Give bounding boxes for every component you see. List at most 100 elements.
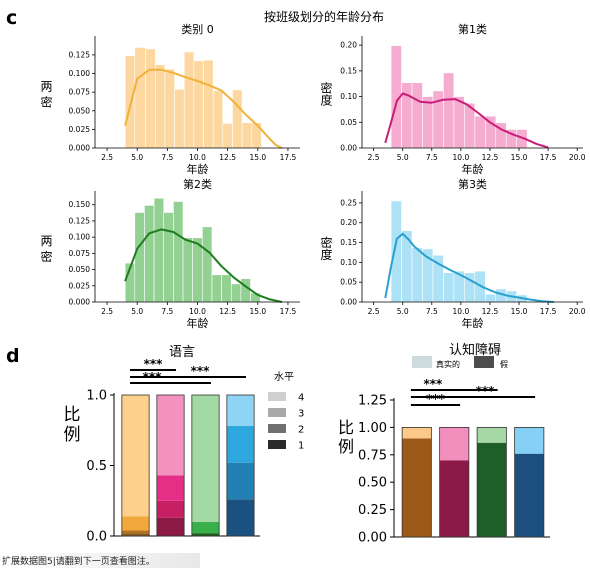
bar-segment [191,533,220,536]
x-tick-label: 12.5 [482,307,499,316]
y-tick-label: 0.05 [340,278,357,287]
hist-ylabel: 密度 [319,235,333,260]
bar-segment [156,475,185,501]
x-tick-label: 2.5 [101,307,113,316]
y-tick-label: 0.10 [340,92,357,101]
hist-bar [202,226,213,303]
hist-bar [192,237,203,303]
hist-bar [232,89,243,149]
x-tick-label: 17.5 [280,307,297,316]
x-tick-label: 5.0 [397,153,409,162]
hist-bar [174,88,185,149]
hist-bar [154,64,166,149]
x-tick-label: 5.0 [131,307,143,316]
legend-title: 水平 [274,371,294,383]
y-tick-label: 0.00 [340,298,357,307]
x-tick-label: 7.5 [426,307,438,316]
y-tick-label: 0.25 [340,198,357,207]
legend-label: 2 [298,425,304,436]
y-tick-label: 0.0 [86,530,107,545]
hist-bar [221,274,232,303]
bar-segment [156,517,185,536]
hist-bar [163,212,174,303]
x-tick-label: 12.5 [219,153,236,162]
y-tick-label: 0.050 [69,265,91,274]
y-tick-label: 1.00 [358,421,387,436]
hist-title: 类别 0 [181,22,214,36]
y-tick-label: 0.050 [69,106,91,115]
x-tick-label: 20.0 [569,153,586,162]
hist-bar [484,293,497,303]
legend-label: 3 [298,409,304,420]
hist-panel-0: 2.5 5.0 7.5 10.0 12.5 15.0 17.5 0.000 0.025 0.050… [39,22,300,176]
bar-outline [514,426,545,538]
hist-bar [134,47,146,149]
y-tick-label: 0.5 [86,459,107,474]
x-tick-label: 10.0 [453,307,470,316]
hist-bar [222,123,233,149]
legend-label: 真实的 [436,359,460,369]
bar-segment [121,530,150,534]
y-tick-label: 0.025 [69,281,91,290]
bar-outline [476,426,507,538]
hist-bar [453,96,465,149]
hist-ylabel: 两 密 [39,80,53,108]
hist-bar [230,283,242,303]
hist-bar [251,122,262,149]
significance-label: *** [144,357,164,371]
hist-bar [193,60,204,149]
legend-swatch [268,440,286,449]
y-tick-label: 0.125 [69,50,91,59]
y-tick-label: 0.50 [358,476,387,491]
x-tick-label: 20.0 [569,307,586,316]
hist-bar [474,115,486,149]
x-tick-label: 12.5 [219,307,236,316]
hist-bar [422,96,434,149]
y-tick-label: 0.75 [358,448,387,463]
hist-title: 第2类 [183,177,212,191]
y-tick-label: 0.100 [69,69,91,78]
kde-line [124,228,283,303]
y-tick-label: 0.10 [340,258,357,267]
y-tick-label: 0.000 [69,298,91,307]
hist-title: 第1类 [458,22,487,36]
legend-label: 假 [500,360,508,369]
legend-swatch [412,356,432,368]
hist-bar [145,48,156,149]
bar-segment [439,427,469,461]
hist-xlabel: 年龄 [187,316,209,330]
hist-panel-3: 2.5 5.0 7.5 10.0 12.5 15.0 17.5 20.0 0.00 0.05 0.1… [319,177,586,330]
y-tick-label: 1.0 [86,389,107,404]
hist-bar [443,72,455,149]
bar-outline [156,394,185,537]
stacked-ylabel: 例 [338,437,354,456]
hist-bar [401,82,413,149]
bar-segment [477,427,507,443]
bar-segment [226,499,255,536]
significance-label: *** [476,384,496,398]
legend-label: 1 [298,441,304,452]
hist-bar [241,122,253,149]
x-tick-label: 2.5 [368,153,380,162]
x-tick-label: 10.0 [189,153,206,162]
x-tick-label: 17.5 [540,153,557,162]
hist-bar [211,274,222,303]
bar-segment [226,462,255,500]
hist-bar [212,90,224,149]
bar-segment [191,395,220,522]
stacked-ylabel: 例 [64,425,81,445]
stacked-ylabel: 比 [338,418,354,437]
bar-outline [401,426,432,538]
bar-segment [121,395,150,517]
y-tick-label: 0.20 [340,218,357,227]
hist-xlabel: 年龄 [462,316,484,330]
legend-swatch [268,392,286,401]
x-tick-label: 17.5 [540,307,557,316]
legend-swatch [268,424,286,433]
x-tick-label: 12.5 [482,153,499,162]
significance-label: *** [191,364,211,378]
hist-bar [182,237,193,303]
hist-xlabel: 年龄 [462,162,484,176]
x-tick-label: 10.0 [453,153,470,162]
x-tick-label: 2.5 [368,307,380,316]
